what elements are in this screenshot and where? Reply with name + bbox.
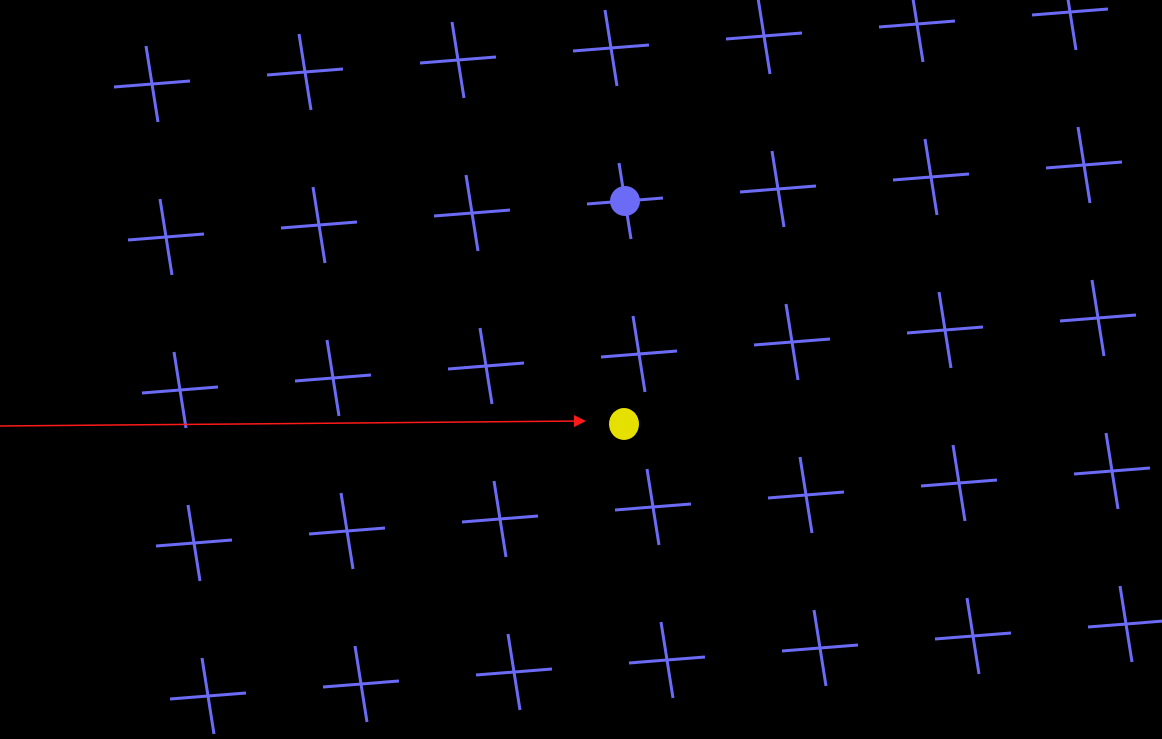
- crosshair-icon: [906, 291, 984, 369]
- crosshair-icon: [1031, 0, 1109, 51]
- crosshair-icon: [141, 351, 219, 429]
- target-dot[interactable]: [609, 408, 639, 440]
- crosshair-icon: [447, 327, 525, 405]
- crosshair-icon: [113, 45, 191, 123]
- crosshair-icon: [781, 609, 859, 687]
- crosshair-vertical: [1118, 585, 1134, 663]
- crosshair-icon: [1073, 432, 1151, 510]
- crosshair-icon: [433, 174, 511, 252]
- crosshair-vertical: [1090, 279, 1106, 357]
- crosshair-vertical: [506, 633, 522, 711]
- crosshair-icon: [127, 198, 205, 276]
- crosshair-icon: [600, 315, 678, 393]
- crosshair-icon: [739, 150, 817, 228]
- arrow-right-icon: [0, 415, 586, 428]
- crosshair-vertical: [1076, 126, 1092, 204]
- crosshair-grid: [113, 0, 1162, 735]
- crosshair-vertical: [812, 609, 828, 687]
- crosshair-icon: [725, 0, 803, 75]
- crosshair-icon: [322, 645, 400, 723]
- crosshair-vertical: [492, 480, 508, 558]
- crosshair-vertical: [353, 645, 369, 723]
- crosshair-vertical: [297, 33, 313, 111]
- crosshair-icon: [280, 186, 358, 264]
- crosshair-icon: [419, 21, 497, 99]
- crosshair-vertical: [784, 303, 800, 381]
- crosshair-vertical: [158, 198, 174, 276]
- crosshair-icon: [169, 657, 247, 735]
- crosshair-icon: [892, 138, 970, 216]
- crosshair-icon: [572, 9, 650, 87]
- crosshair-icon: [628, 621, 706, 699]
- crosshair-icon: [934, 597, 1012, 675]
- crosshair-vertical: [339, 492, 355, 570]
- crosshair-icon: [294, 339, 372, 417]
- crosshair-icon: [1059, 279, 1137, 357]
- crosshair-icon: [1087, 585, 1162, 663]
- crosshair-vertical: [631, 315, 647, 393]
- crosshair-icon: [878, 0, 956, 63]
- crosshair-icon: [614, 468, 692, 546]
- crosshair-vertical: [798, 456, 814, 534]
- filled-circle-icon[interactable]: [610, 186, 640, 216]
- crosshair-vertical: [200, 657, 216, 735]
- crosshair-icon: [1045, 126, 1123, 204]
- crosshair-icon: [308, 492, 386, 570]
- crosshair-icon: [266, 33, 344, 111]
- crosshair-icon: [155, 504, 233, 582]
- crosshair-vertical: [937, 291, 953, 369]
- crosshair-vertical: [911, 0, 925, 63]
- crosshair-icon: [461, 480, 539, 558]
- crosshair-vertical: [325, 339, 341, 417]
- crosshair-vertical: [450, 21, 466, 99]
- crosshair-icon: [920, 444, 998, 522]
- crosshair-vertical: [186, 504, 202, 582]
- crosshair-vertical: [172, 351, 188, 429]
- crosshair-vertical: [311, 186, 327, 264]
- crosshair-icon: [767, 456, 845, 534]
- crosshair-vertical: [923, 138, 939, 216]
- crosshair-icon: [753, 303, 831, 381]
- crosshair-vertical: [144, 45, 160, 123]
- crosshair-icon: [475, 633, 553, 711]
- crosshair-vertical: [770, 150, 786, 228]
- crosshair-vertical: [951, 444, 967, 522]
- crosshair-vertical: [464, 174, 480, 252]
- crosshair-vertical: [756, 0, 772, 75]
- crosshair-vertical: [965, 597, 981, 675]
- crosshair-vertical: [1066, 0, 1078, 51]
- highlighted-crosshair: [586, 162, 664, 240]
- crosshair-vertical: [603, 9, 619, 87]
- crosshair-vertical: [1104, 432, 1120, 510]
- crosshair-vertical: [478, 327, 494, 405]
- crosshair-vertical: [659, 621, 675, 699]
- crosshair-vertical: [645, 468, 661, 546]
